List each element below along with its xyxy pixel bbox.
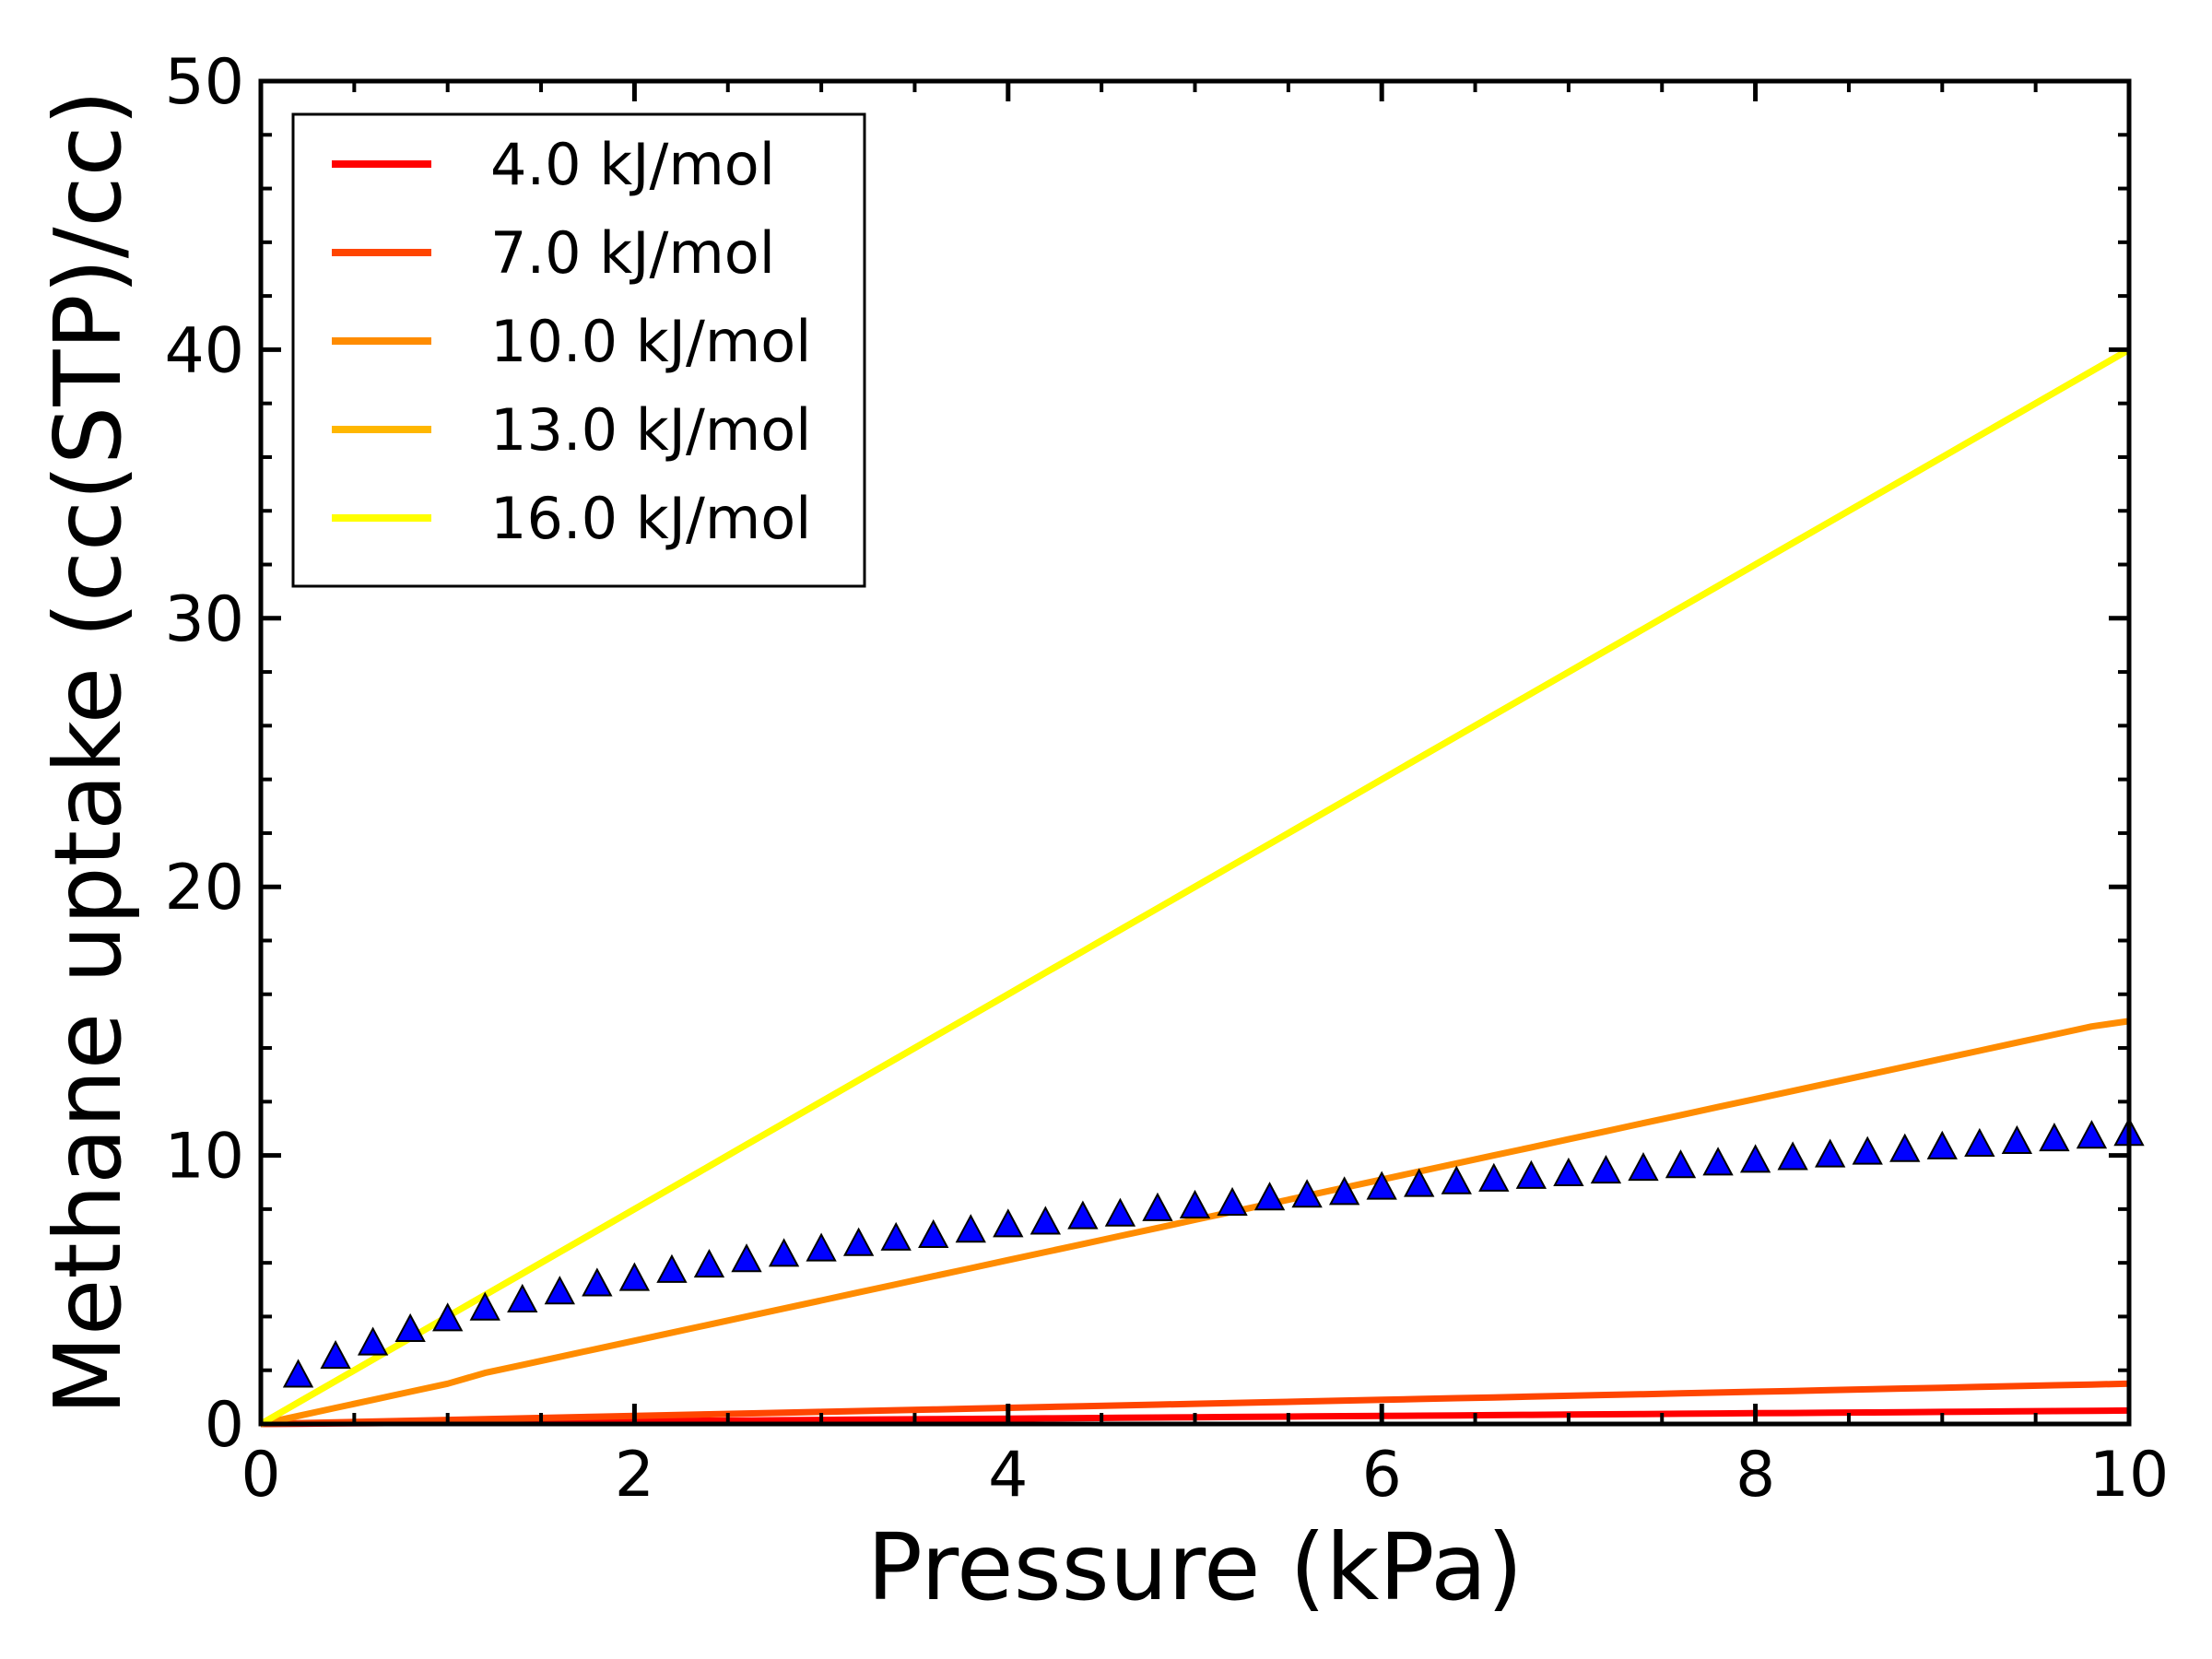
triangle-marker	[731, 1243, 762, 1273]
triangle-marker	[582, 1267, 613, 1297]
triangle-marker	[656, 1253, 688, 1283]
series-line-3	[260, 1018, 2130, 1428]
triangle-marker	[282, 1359, 314, 1388]
y-tick-label: 0	[205, 1389, 244, 1462]
legend-box	[291, 112, 866, 588]
y-tick-label: 50	[164, 46, 244, 119]
x-tick-label: 0	[241, 1439, 280, 1512]
triangle-marker	[544, 1276, 575, 1305]
triangle-marker	[1628, 1152, 1659, 1182]
triangle-marker	[880, 1221, 912, 1251]
triangle-marker	[357, 1326, 389, 1356]
triangle-marker	[1253, 1182, 1286, 1211]
triangle-marker	[469, 1291, 500, 1321]
triangle-marker	[1702, 1147, 1734, 1176]
triangle-marker	[1553, 1157, 1584, 1186]
x-tick-label: 6	[1362, 1439, 1402, 1512]
x-tick-labels: 0 2 4 6 8 10	[241, 1439, 2169, 1512]
triangle-marker	[1030, 1206, 1062, 1235]
triangle-marker	[1777, 1141, 1808, 1171]
triangle-marker	[806, 1232, 837, 1262]
x-tick-label: 8	[1735, 1439, 1775, 1512]
triangle-marker	[320, 1340, 351, 1370]
triangle-marker	[618, 1262, 651, 1291]
triangle-marker	[1067, 1200, 1099, 1230]
triangle-marker	[768, 1238, 800, 1267]
triangle-marker	[1889, 1133, 1921, 1162]
legend-label-1: 4.0 kJ/mol	[490, 131, 775, 198]
legend: 4.0 kJ/mol 7.0 kJ/mol 10.0 kJ/mol 13.0 kJ/m…	[291, 112, 866, 588]
plot-frame	[258, 78, 2132, 1427]
triangle-marker	[1441, 1165, 1472, 1194]
triangle-marker	[1291, 1179, 1323, 1208]
series-line-5	[259, 347, 2131, 1428]
triangle-marker	[1328, 1176, 1360, 1206]
triangle-marker	[2076, 1120, 2108, 1149]
triangle-marker	[693, 1248, 725, 1278]
triangle-marker	[842, 1227, 875, 1256]
triangle-marker	[1478, 1162, 1510, 1192]
legend-label-5: 16.0 kJ/mol	[490, 485, 811, 552]
y-tick-label: 40	[164, 314, 244, 387]
x-tick-label: 10	[2089, 1439, 2170, 1512]
triangle-marker	[394, 1312, 426, 1343]
x-axis-label: Pressure (kPa)	[867, 1513, 1524, 1621]
triangle-marker	[1179, 1189, 1211, 1218]
triangle-marker	[1366, 1171, 1397, 1200]
triangle-marker	[1217, 1186, 1248, 1217]
legend-label-3: 10.0 kJ/mol	[490, 308, 811, 375]
triangle-marker	[1815, 1138, 1846, 1168]
triangle-marker	[2001, 1124, 2033, 1155]
triangle-marker	[432, 1302, 464, 1332]
triangle-marker	[507, 1283, 538, 1312]
triangle-marker	[955, 1214, 986, 1243]
y-axis-label: Methane uptake (cc(STP)/cc)	[34, 90, 142, 1416]
triangle-marker	[1104, 1197, 1136, 1227]
triangle-marker	[1142, 1192, 1173, 1221]
triangle-marker	[2039, 1122, 2070, 1152]
triangle-marker	[1665, 1149, 1697, 1179]
legend-label-2: 7.0 kJ/mol	[490, 219, 775, 287]
y-tick-label: 10	[164, 1121, 244, 1194]
triangle-marker	[1739, 1144, 1771, 1173]
triangle-marker	[993, 1208, 1024, 1238]
triangle-marker	[1926, 1130, 1958, 1159]
triangle-marker	[1852, 1135, 1883, 1165]
triangle-marker	[1964, 1127, 1995, 1157]
triangle-marker	[918, 1218, 949, 1249]
y-tick-labels: 0 10 20 30 40 50	[164, 46, 244, 1462]
triangle-marker	[1515, 1159, 1547, 1189]
legend-label-4: 13.0 kJ/mol	[490, 396, 811, 464]
y-tick-label: 30	[164, 583, 244, 656]
triangle-marker	[1590, 1154, 1622, 1184]
series-line-2	[260, 1380, 2130, 1428]
triangle-marker	[1404, 1168, 1435, 1197]
x-tick-label: 4	[988, 1439, 1028, 1512]
y-tick-label: 20	[164, 852, 244, 924]
marker-layer	[282, 1117, 2145, 1388]
x-tick-label: 2	[615, 1439, 654, 1512]
